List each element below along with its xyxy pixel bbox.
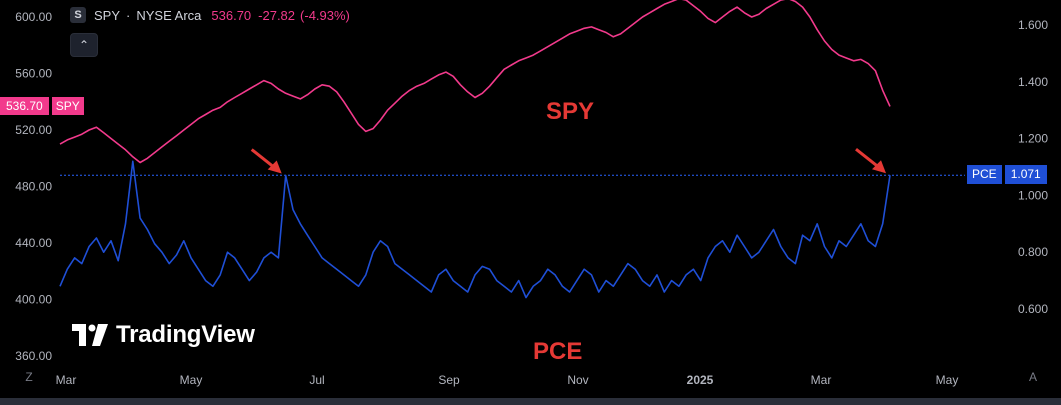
last-price: 536.70: [211, 7, 252, 23]
left-axis-tick-label: 560.00: [15, 67, 52, 81]
collapse-legend-button[interactable]: ⌃: [70, 33, 98, 57]
left-price-axis[interactable]: 360.00 400.00 440.00 480.00 520.00 560.00 600.…: [15, 10, 52, 363]
left-axis-tick-label: 440.00: [15, 236, 52, 250]
time-axis-tick-label: May: [936, 373, 959, 387]
pce-price-label-symbol: PCE: [967, 165, 1002, 184]
symbol-name[interactable]: SPY: [94, 7, 121, 23]
symbol-logo-icon[interactable]: S: [70, 7, 86, 23]
time-axis-tick-label: May: [180, 373, 203, 387]
series-layer: [59, 0, 891, 299]
left-axis-tick-label: 480.00: [15, 180, 52, 194]
spy-price-label: 536.70 SPY: [0, 97, 84, 115]
left-axis-tick-label: 400.00: [15, 293, 52, 307]
header-separator: ·: [126, 7, 131, 23]
left-axis-tick-label: 600.00: [15, 10, 52, 24]
series-line-pce[interactable]: [59, 160, 891, 299]
right-axis-tick-label: 0.600: [1018, 302, 1048, 316]
time-axis-tick-label: Mar: [811, 373, 832, 387]
right-axis-tick-label: 1.400: [1018, 75, 1048, 89]
pce-price-label: PCE 1.071: [967, 165, 1047, 184]
right-axis-tick-label: 1.200: [1018, 132, 1048, 146]
time-axis-tick-label: Jul: [309, 373, 324, 387]
spy-price-label-value: 536.70: [0, 97, 49, 115]
annotation-arrows: [250, 148, 886, 174]
zoom-button[interactable]: Z: [25, 370, 33, 384]
tradingview-wordmark: TradingView: [116, 321, 255, 348]
tradingview-watermark[interactable]: TradingView: [72, 321, 255, 349]
right-axis-tick-label: 1.600: [1018, 18, 1048, 32]
right-axis-tick-label: 0.800: [1018, 245, 1048, 259]
annotation-arrow: [855, 148, 886, 174]
price-change-percent: (-4.93%): [300, 7, 350, 23]
right-price-axis[interactable]: 0.600 0.800 1.000 1.200 1.400 1.600: [1018, 18, 1048, 316]
bottom-scrollbar[interactable]: [0, 398, 1061, 405]
exchange-name: NYSE Arca: [136, 7, 202, 23]
time-axis-tick-label: Mar: [56, 373, 77, 387]
right-axis-tick-label: 1.000: [1018, 188, 1048, 202]
left-axis-tick-label: 360.00: [15, 349, 52, 363]
time-axis[interactable]: Mar May Jul Sep Nov 2025 Mar May: [56, 373, 959, 387]
annotation-arrow: [250, 148, 282, 174]
chevron-up-icon: ⌃: [78, 38, 90, 52]
series-line-spy[interactable]: [59, 0, 891, 164]
time-axis-tick-label: Nov: [567, 373, 588, 387]
pce-annotation: PCE: [533, 338, 583, 365]
pce-price-label-value: 1.071: [1003, 165, 1047, 184]
spy-price-label-symbol: SPY: [50, 97, 84, 115]
time-axis-tick-label: Sep: [438, 373, 460, 387]
legend-header: S SPY · NYSE Arca 536.70 -27.82 (-4.93%): [70, 5, 350, 25]
left-axis-tick-label: 520.00: [15, 123, 52, 137]
tradingview-logo-icon: [72, 324, 108, 346]
price-change: -27.82: [258, 7, 296, 23]
time-axis-tick-label: 2025: [687, 373, 714, 387]
auto-scale-button[interactable]: A: [1028, 370, 1037, 384]
spy-annotation: SPY: [546, 98, 595, 125]
